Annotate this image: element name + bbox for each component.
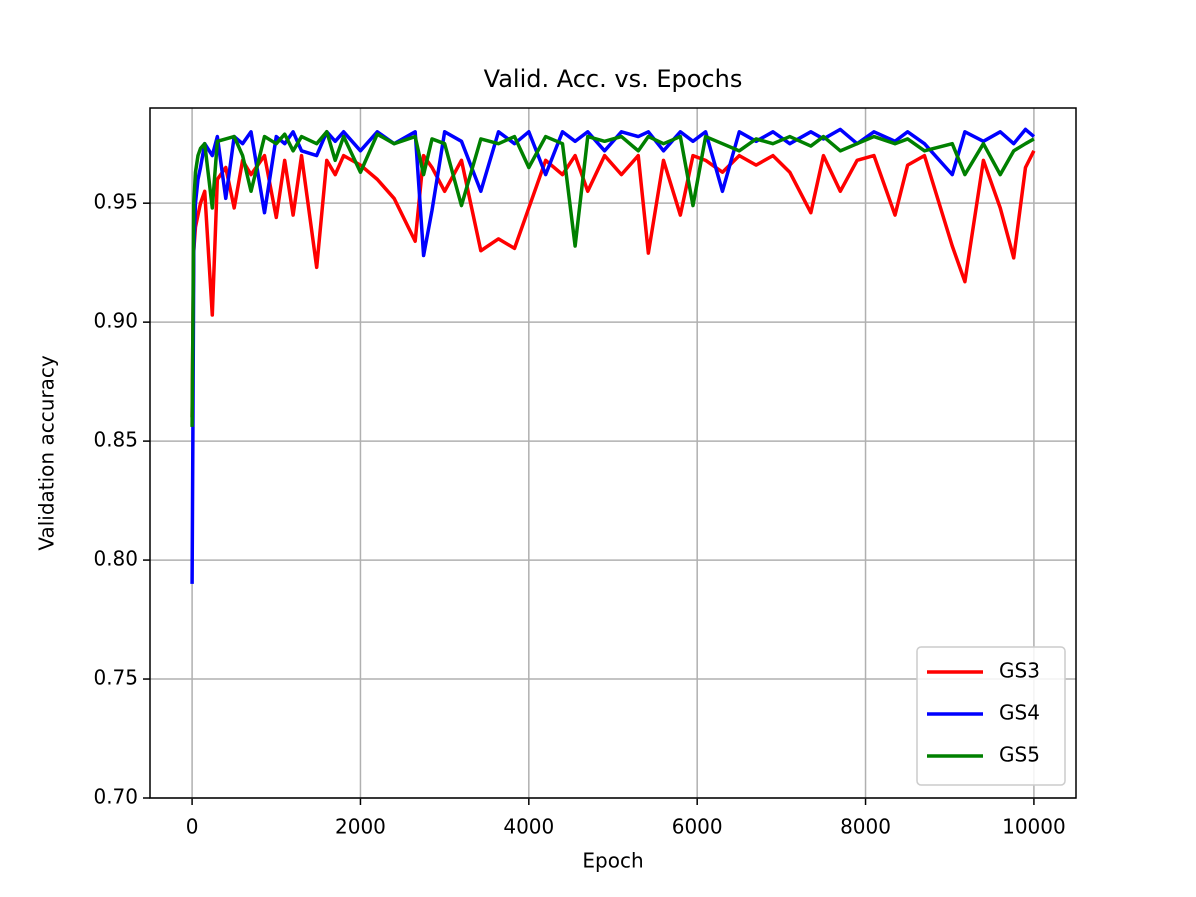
legend-label: GS4 xyxy=(999,701,1040,725)
plot-frame xyxy=(149,107,1077,799)
y-axis-label: Validation accuracy xyxy=(35,355,59,551)
x-axis-label: Epoch xyxy=(582,849,643,873)
x-tick-label: 6000 xyxy=(672,815,723,839)
x-tick-label: 0 xyxy=(186,815,199,839)
y-tick-label: 0.85 xyxy=(93,428,138,452)
legend-label: GS3 xyxy=(999,659,1040,683)
y-tick-label: 0.75 xyxy=(93,666,138,690)
y-tick-label: 0.95 xyxy=(93,190,138,214)
legend-box xyxy=(916,646,1066,786)
legend-label: GS5 xyxy=(999,743,1040,767)
y-tick-label: 0.80 xyxy=(93,547,138,571)
y-tick-label: 0.70 xyxy=(93,785,138,809)
x-tick-label: 10000 xyxy=(1002,815,1066,839)
x-tick-label: 8000 xyxy=(840,815,891,839)
x-tick-label: 4000 xyxy=(503,815,554,839)
data-line xyxy=(190,150,1036,418)
y-tick-label: 0.90 xyxy=(93,309,138,333)
x-tick-label: 2000 xyxy=(335,815,386,839)
chart-title: Valid. Acc. vs. Epochs xyxy=(484,65,743,93)
data-line xyxy=(190,130,1035,427)
